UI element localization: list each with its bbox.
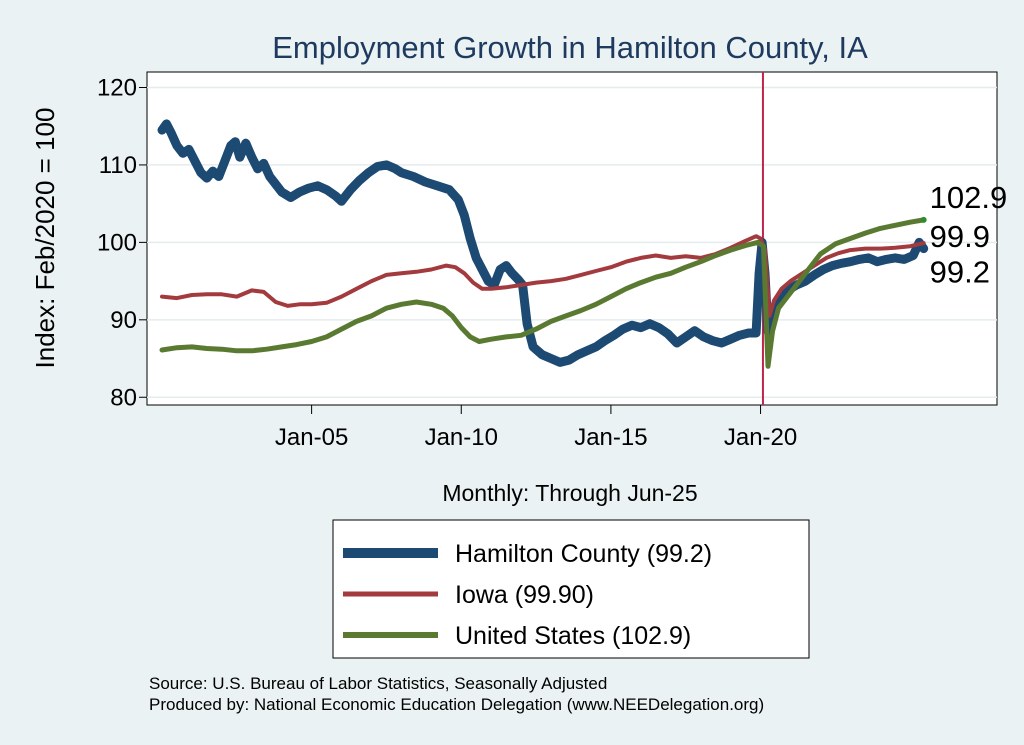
legend-label-1: Iowa (99.90) — [455, 581, 594, 609]
y-tick-label-80: 80 — [110, 384, 137, 411]
y-tick-label-90: 90 — [110, 307, 137, 334]
legend-items: Hamilton County (99.2) Iowa (99.90) United… — [343, 540, 712, 650]
y-tick-label-100: 100 — [97, 229, 137, 256]
x-tick-label-Jan-10: Jan-10 — [425, 424, 498, 451]
source-line: Source: U.S. Bureau of Labor Statistics,… — [149, 674, 607, 693]
end-label-2: 102.9 — [930, 180, 1008, 215]
x-axis-ticks: Jan-05 Jan-10 Jan-15 Jan-20 — [275, 405, 797, 451]
gridlines — [147, 86, 997, 399]
x-tick-label-Jan-20: Jan-20 — [724, 424, 797, 451]
x-tick-label-Jan-05: Jan-05 — [275, 424, 348, 451]
series-line-1 — [160, 234, 926, 318]
legend-label-2: United States (102.9) — [455, 622, 691, 650]
legend-label-0: Hamilton County (99.2) — [455, 540, 712, 568]
chart-title: Employment Growth in Hamilton County, IA — [272, 30, 868, 65]
end-label-1: 99.9 — [930, 219, 990, 254]
y-axis-title: Index: Feb/2020 = 100 — [30, 108, 60, 369]
legend: Hamilton County (99.2) Iowa (99.90) United… — [332, 519, 810, 659]
producer-line: Produced by: National Economic Education… — [149, 695, 764, 714]
plot-area: 80 90 100 110 120 Jan-05 Jan-10 Jan-15 Jan-20 9… — [97, 71, 1008, 451]
x-tick-label-Jan-15: Jan-15 — [574, 424, 647, 451]
series-lines — [157, 119, 929, 369]
us-end-marker — [920, 216, 927, 223]
y-tick-label-110: 110 — [99, 152, 137, 179]
y-tick-label-120: 120 — [97, 74, 137, 101]
series-end-labels: 99.299.9 102.9 — [920, 180, 1008, 290]
series-line-0 — [157, 119, 929, 367]
x-axis-title: Monthly: Through Jun-25 — [442, 480, 697, 506]
end-label-0: 99.2 — [930, 255, 990, 290]
series-line-2 — [159, 217, 927, 369]
y-axis-ticks: 80 90 100 110 120 — [97, 74, 147, 411]
